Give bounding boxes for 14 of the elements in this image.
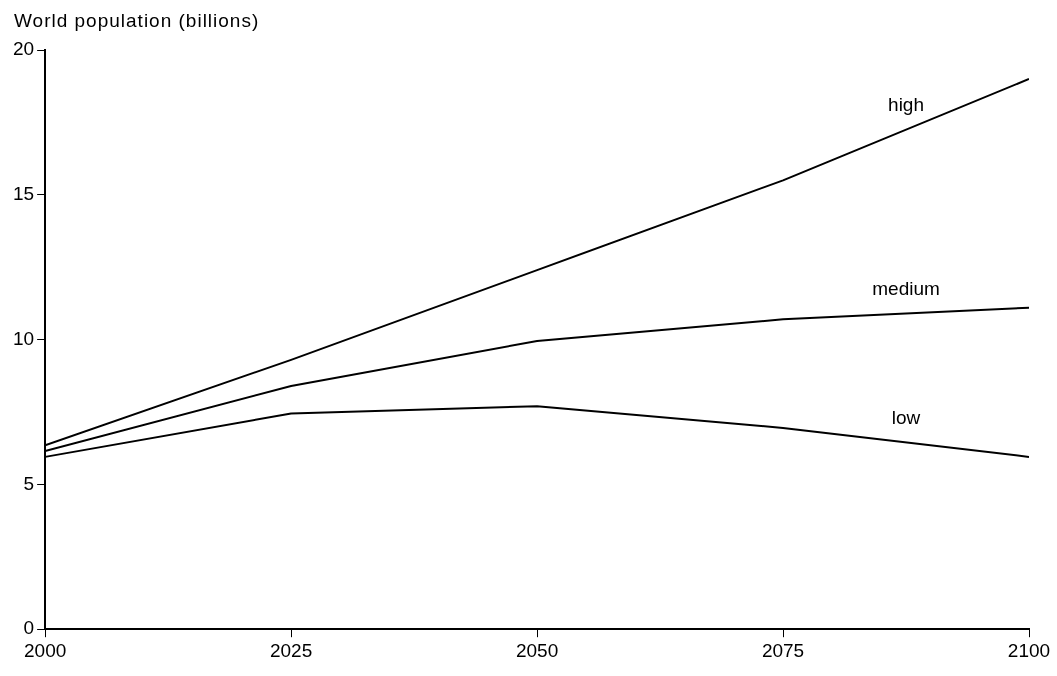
y-tick-label: 15 xyxy=(12,183,35,205)
x-tick-label: 2025 xyxy=(269,639,313,661)
x-tick-label: 2050 xyxy=(515,639,559,661)
series-label: low xyxy=(891,407,921,429)
y-tick-label: 0 xyxy=(23,617,35,639)
y-tick-label: 10 xyxy=(12,327,35,349)
y-axis-title: World population (billions) xyxy=(14,10,260,32)
series-label: high xyxy=(888,94,924,116)
x-tick-label: 2100 xyxy=(1007,639,1051,661)
y-tick-label: 5 xyxy=(23,472,35,494)
y-tick-label: 20 xyxy=(12,38,35,60)
x-tick-label: 2000 xyxy=(23,639,67,661)
series-label: medium xyxy=(872,278,940,300)
x-tick-label: 2075 xyxy=(761,639,805,661)
